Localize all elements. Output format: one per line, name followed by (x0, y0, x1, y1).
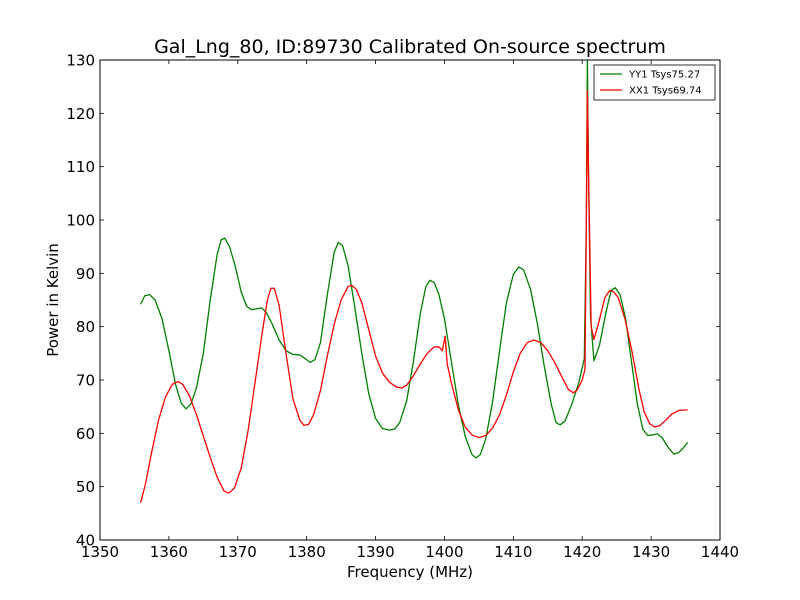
y-tick-label: 60 (76, 425, 95, 443)
legend-box (593, 64, 716, 101)
series-line-xx1 (140, 90, 688, 503)
legend: YY1 Tsys75.27 XX1 Tsys69.74 (593, 64, 716, 101)
series-line-yy1 (140, 60, 689, 459)
x-tick-label: 1350 (81, 543, 119, 561)
y-axis-ticks: 40 50 60 70 80 90 100 110 120 130 (66, 52, 720, 550)
x-tick-label: 1400 (425, 543, 463, 561)
plot-area (100, 60, 720, 540)
y-tick-label: 90 (76, 265, 95, 283)
x-axis-ticks: 1350 1360 1370 1380 1390 1400 1410 1420 1430 1440 (81, 60, 739, 561)
y-tick-label: 70 (76, 372, 95, 390)
y-tick-label: 40 (76, 532, 95, 550)
y-tick-label: 110 (66, 158, 95, 176)
x-tick-label: 1370 (219, 543, 257, 561)
x-tick-label: 1410 (494, 543, 532, 561)
x-tick-label: 1430 (632, 543, 670, 561)
x-axis-label: Frequency (MHz) (347, 563, 473, 581)
y-tick-label: 130 (66, 52, 95, 70)
y-tick-label: 100 (66, 212, 95, 230)
plot-frame (99, 59, 721, 541)
y-tick-label: 120 (66, 105, 95, 123)
y-tick-label: 80 (76, 318, 95, 336)
series-layer (140, 60, 689, 503)
y-tick-label: 50 (76, 478, 95, 496)
x-tick-label: 1390 (356, 543, 394, 561)
x-tick-label: 1420 (563, 543, 601, 561)
x-tick-label: 1380 (288, 543, 326, 561)
x-tick-label: 1440 (701, 543, 739, 561)
x-tick-label: 1360 (150, 543, 188, 561)
legend-label-xx1: XX1 Tsys69.74 (629, 86, 702, 97)
legend-label-yy1: YY1 Tsys75.27 (628, 70, 700, 81)
chart-title: Gal_Lng_80, ID:89730 Calibrated On-sourc… (154, 36, 666, 58)
y-axis-label: Power in Kelvin (44, 243, 62, 357)
